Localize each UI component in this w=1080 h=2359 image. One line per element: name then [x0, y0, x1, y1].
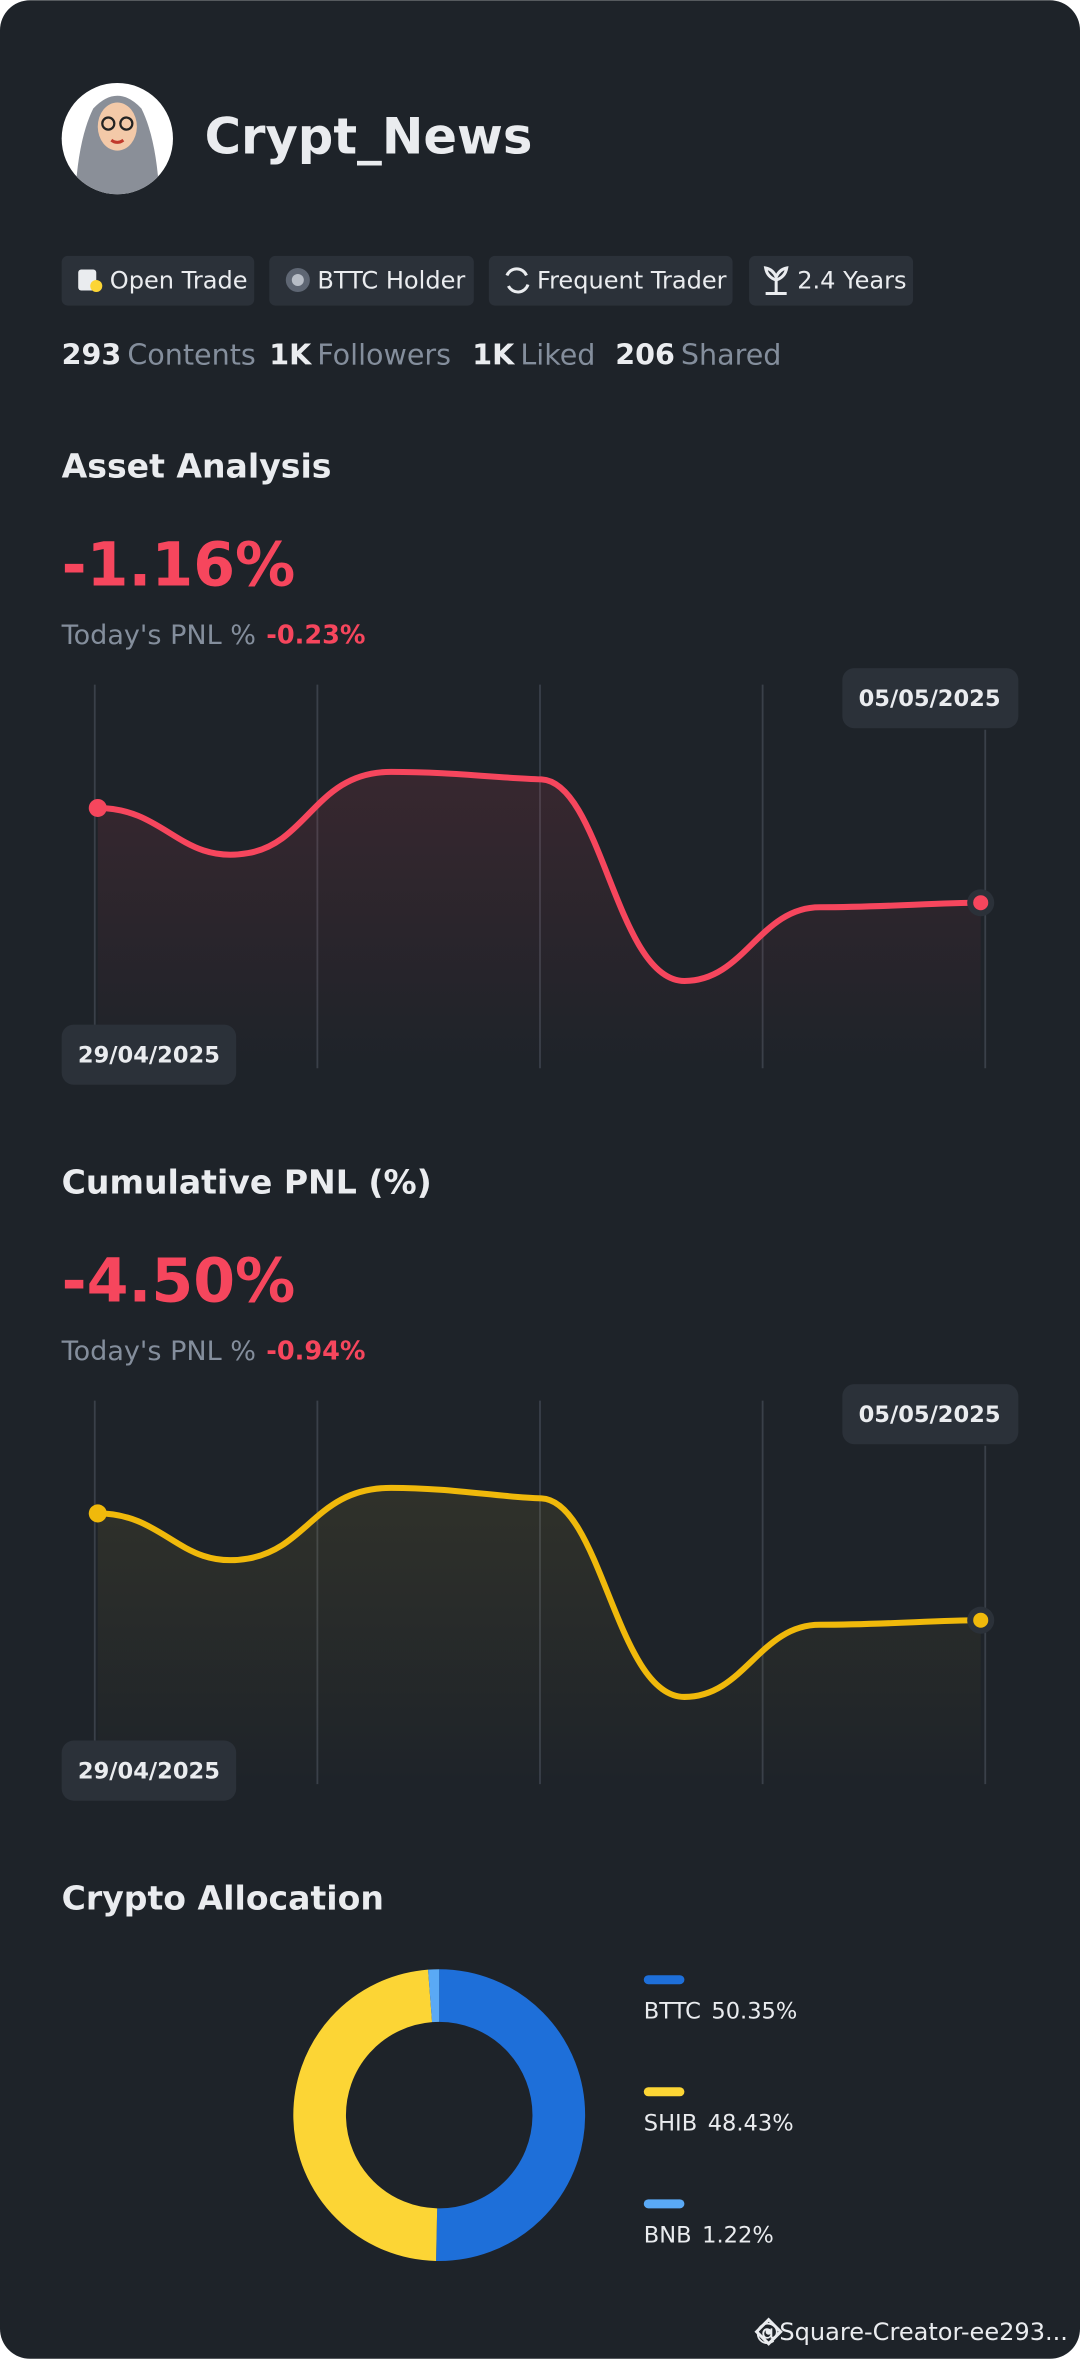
point	[973, 1612, 989, 1628]
footer: @Square-Creator-ee293...	[754, 2317, 1068, 2346]
stat-label: Shared	[681, 338, 782, 372]
watermark: @Square-Creator-ee293...	[755, 2318, 1068, 2346]
username: Crypt_News	[205, 108, 533, 166]
line-chart: 05/05/2025 29/04/2025	[61, 668, 1019, 1085]
stat[interactable]: 1K Followers	[269, 338, 451, 372]
avatar[interactable]	[61, 82, 173, 196]
start-date: 29/04/2025	[78, 1043, 220, 1069]
donut-segment	[293, 1969, 438, 2261]
badge-label: 2.4 Years	[797, 267, 906, 295]
legend-name: BNB	[644, 2222, 692, 2248]
legend-value: 50.35%	[711, 1998, 797, 2024]
stat[interactable]: 1K Liked	[472, 338, 595, 372]
stat[interactable]: 293 Contents	[62, 338, 256, 372]
stat-label: Contents	[127, 338, 255, 372]
stat-value: 206	[615, 338, 675, 372]
end-date: 05/05/2025	[859, 686, 1001, 712]
stat-label: Followers	[317, 338, 451, 372]
tooltip	[842, 668, 1019, 729]
donut-segment	[436, 1969, 586, 2261]
legend-entry: SHIB 48.43%	[644, 2110, 794, 2136]
line-chart: 05/05/2025 29/04/2025	[61, 1384, 1019, 1801]
legend-name: SHIB	[644, 2110, 697, 2136]
badge[interactable]: Frequent Trader	[488, 255, 733, 306]
section-title: Asset Analysis	[62, 447, 332, 486]
line	[97, 768, 981, 984]
point	[88, 1504, 107, 1523]
pnl-value: -4.50%	[62, 1246, 296, 1316]
badge-label: BTTC Holder	[317, 267, 465, 295]
line	[97, 1484, 981, 1700]
tooltip	[61, 1740, 237, 1801]
stat-value: 1K	[472, 338, 515, 372]
stat-value: 293	[62, 338, 122, 372]
section-title: Cumulative PNL (%)	[62, 1163, 432, 1202]
point	[973, 895, 989, 911]
tooltip	[61, 1024, 237, 1085]
badge-label: Frequent Trader	[537, 267, 727, 295]
start-date: 29/04/2025	[78, 1759, 220, 1785]
legend-name: BTTC	[644, 1998, 701, 2024]
legend-entry: BNB 1.22%	[644, 2222, 774, 2248]
legend-swatch	[643, 2087, 685, 2097]
today-value: -0.23%	[266, 620, 365, 650]
stat-value: 1K	[269, 338, 312, 372]
end-date: 05/05/2025	[859, 1402, 1001, 1428]
badge[interactable]: Open Trade	[61, 255, 255, 306]
donut-chart	[293, 1969, 586, 2261]
badge-label: Open Trade	[110, 267, 248, 295]
today-value: -0.94%	[266, 1336, 365, 1366]
legend: BTTC 50.35% SHIB 48.43% BNB 1.22%	[643, 1975, 798, 2248]
today-label: Today's PNL %	[61, 1336, 256, 1367]
badge[interactable]: 2.4 Years	[749, 255, 914, 306]
section-title: Crypto Allocation	[62, 1879, 384, 1918]
legend-value: 1.22%	[702, 2222, 774, 2248]
tooltip	[842, 1384, 1019, 1445]
area	[97, 1487, 981, 1785]
badge[interactable]: BTTC Holder	[269, 255, 474, 306]
area	[97, 771, 981, 1069]
legend-entry: BTTC 50.35%	[644, 1998, 798, 2024]
point	[88, 798, 107, 817]
legend-swatch	[643, 1975, 685, 1985]
pnl-value: -1.16%	[62, 530, 296, 600]
legend-swatch	[643, 2199, 685, 2209]
today-label: Today's PNL %	[61, 620, 256, 651]
legend-value: 48.43%	[708, 2110, 794, 2136]
stat[interactable]: 206 Shared	[615, 338, 781, 372]
stat-label: Liked	[520, 338, 595, 372]
